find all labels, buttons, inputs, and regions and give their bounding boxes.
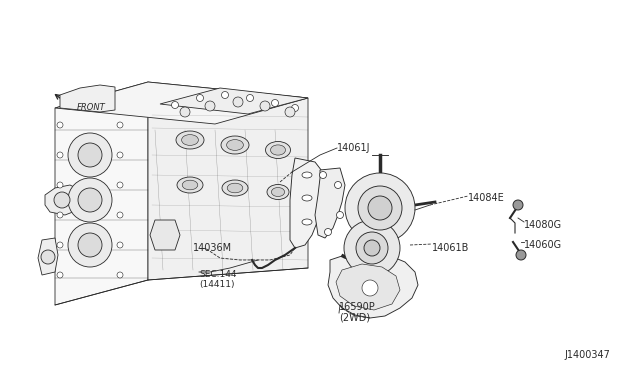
Ellipse shape — [182, 135, 198, 145]
Circle shape — [172, 102, 179, 109]
Text: (14411): (14411) — [199, 280, 234, 289]
Text: 14061J: 14061J — [337, 143, 371, 153]
Polygon shape — [315, 168, 345, 238]
Polygon shape — [328, 252, 418, 318]
Ellipse shape — [266, 141, 291, 158]
Circle shape — [221, 92, 228, 99]
Ellipse shape — [267, 185, 289, 199]
Circle shape — [345, 173, 415, 243]
Circle shape — [117, 242, 123, 248]
Circle shape — [57, 212, 63, 218]
Circle shape — [78, 233, 102, 257]
Polygon shape — [160, 88, 308, 114]
Circle shape — [68, 133, 112, 177]
Circle shape — [324, 228, 332, 235]
Polygon shape — [148, 82, 308, 280]
Text: J1400347: J1400347 — [564, 350, 610, 360]
Ellipse shape — [221, 136, 249, 154]
Ellipse shape — [302, 195, 312, 201]
Ellipse shape — [302, 219, 312, 225]
Circle shape — [344, 220, 400, 276]
Circle shape — [368, 196, 392, 220]
Circle shape — [117, 272, 123, 278]
Text: 14036M: 14036M — [193, 243, 232, 253]
Circle shape — [57, 272, 63, 278]
Circle shape — [57, 182, 63, 188]
Ellipse shape — [177, 177, 203, 193]
Circle shape — [196, 94, 204, 102]
Circle shape — [260, 101, 270, 111]
Text: 14060G: 14060G — [524, 240, 562, 250]
Circle shape — [117, 152, 123, 158]
Circle shape — [291, 105, 298, 112]
Text: 14084E: 14084E — [468, 193, 505, 203]
Circle shape — [68, 178, 112, 222]
Polygon shape — [60, 85, 115, 112]
Polygon shape — [38, 238, 58, 275]
Circle shape — [246, 94, 253, 102]
Polygon shape — [290, 158, 325, 248]
Circle shape — [78, 188, 102, 212]
Polygon shape — [55, 82, 308, 124]
Circle shape — [337, 212, 344, 218]
Circle shape — [362, 280, 378, 296]
Circle shape — [57, 122, 63, 128]
Ellipse shape — [302, 172, 312, 178]
Circle shape — [54, 192, 70, 208]
Ellipse shape — [271, 187, 285, 196]
Circle shape — [57, 242, 63, 248]
Ellipse shape — [227, 140, 243, 150]
Circle shape — [285, 107, 295, 117]
Text: 16590P: 16590P — [339, 302, 376, 312]
Circle shape — [180, 107, 190, 117]
Circle shape — [233, 97, 243, 107]
Circle shape — [205, 101, 215, 111]
Text: 14080G: 14080G — [524, 220, 562, 230]
Ellipse shape — [182, 180, 198, 190]
Circle shape — [41, 250, 55, 264]
Text: (2WD): (2WD) — [339, 313, 370, 323]
Circle shape — [117, 182, 123, 188]
Polygon shape — [336, 264, 400, 310]
Circle shape — [364, 240, 380, 256]
Text: FRONT: FRONT — [77, 103, 106, 112]
Circle shape — [358, 186, 402, 230]
Circle shape — [117, 212, 123, 218]
Circle shape — [516, 250, 526, 260]
Circle shape — [117, 122, 123, 128]
Circle shape — [356, 232, 388, 264]
Ellipse shape — [222, 180, 248, 196]
Circle shape — [513, 200, 523, 210]
Circle shape — [68, 223, 112, 267]
Polygon shape — [55, 82, 148, 305]
Circle shape — [78, 143, 102, 167]
Text: SEC.144: SEC.144 — [199, 270, 237, 279]
Text: 14061B: 14061B — [432, 243, 469, 253]
Ellipse shape — [176, 131, 204, 149]
Polygon shape — [150, 220, 180, 250]
Circle shape — [271, 99, 278, 106]
Ellipse shape — [271, 145, 285, 155]
Circle shape — [57, 152, 63, 158]
Circle shape — [335, 182, 342, 189]
Polygon shape — [45, 185, 80, 215]
Circle shape — [319, 171, 326, 179]
Ellipse shape — [227, 183, 243, 193]
